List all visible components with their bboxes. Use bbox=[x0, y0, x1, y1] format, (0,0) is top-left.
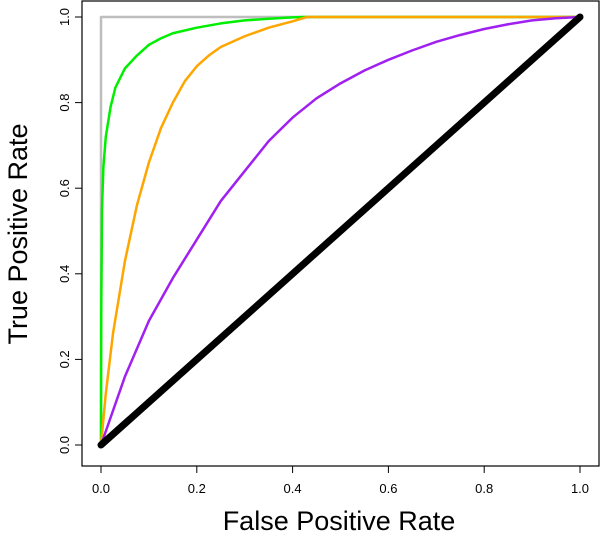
y-tick-label-5: 1.0 bbox=[57, 8, 72, 26]
y-tick-label-1: 0.2 bbox=[57, 350, 72, 368]
y-tick-label-4: 0.8 bbox=[57, 94, 72, 112]
x-axis: 0.0 0.2 0.4 0.6 0.8 1.0 bbox=[92, 465, 589, 496]
x-tick-label-3: 0.6 bbox=[379, 481, 397, 496]
y-tick-label-0: 0.0 bbox=[57, 436, 72, 454]
y-axis: 0.0 0.2 0.4 0.6 0.8 1.0 bbox=[57, 8, 83, 454]
series-line-2 bbox=[99, 15, 582, 447]
series-layer bbox=[97, 13, 584, 449]
x-tick-label-1: 0.2 bbox=[188, 481, 206, 496]
x-tick-label-2: 0.4 bbox=[284, 481, 302, 496]
y-axis-title: True Positive Rate bbox=[3, 123, 33, 344]
x-axis-title: False Positive Rate bbox=[223, 506, 456, 536]
x-tick-label-0: 0.0 bbox=[92, 481, 110, 496]
y-tick-label-2: 0.4 bbox=[57, 265, 72, 283]
series-line-1 bbox=[99, 15, 582, 447]
x-tick-label-4: 0.8 bbox=[475, 481, 493, 496]
x-tick-label-5: 1.0 bbox=[571, 481, 589, 496]
y-tick-label-3: 0.6 bbox=[57, 179, 72, 197]
series-line-4 bbox=[97, 13, 584, 449]
series-line-3 bbox=[99, 15, 582, 447]
